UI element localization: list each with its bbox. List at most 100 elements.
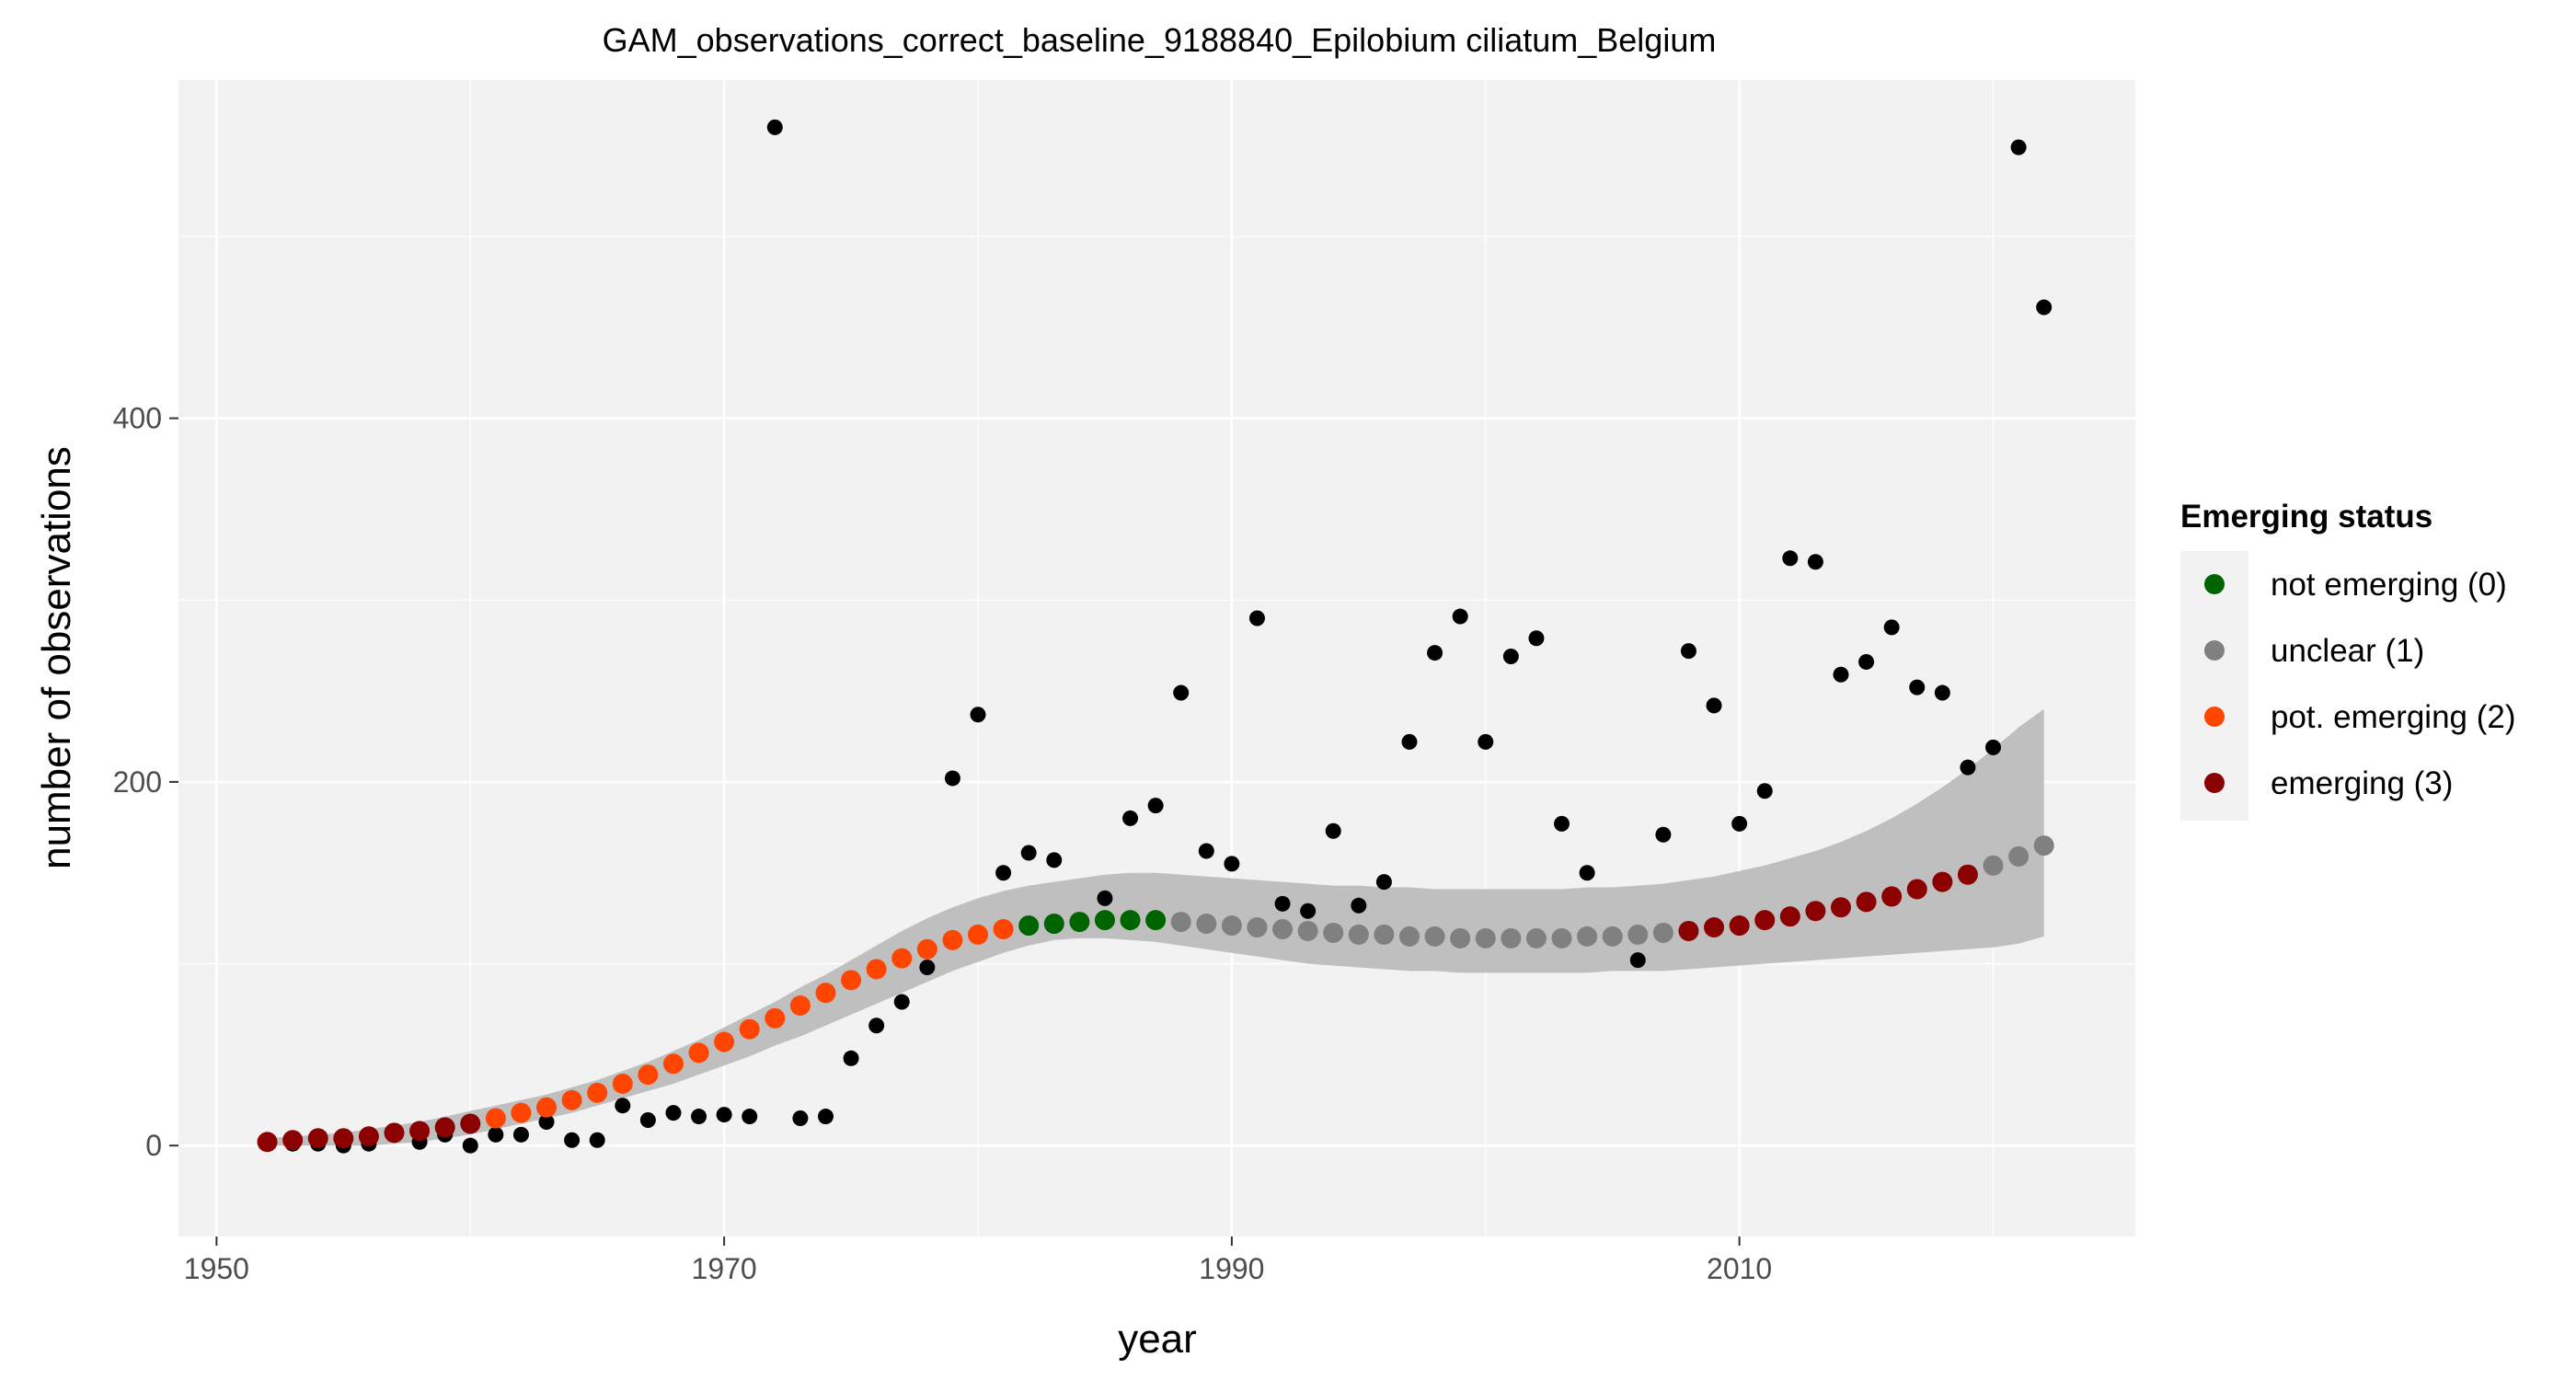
x-tick-label: 1950 — [184, 1252, 249, 1285]
observed-point — [615, 1098, 631, 1114]
fitted-point — [1856, 891, 1877, 913]
fitted-point — [1374, 924, 1395, 945]
observed-point — [1198, 843, 1214, 859]
fitted-point — [1069, 912, 1090, 933]
fitted-point — [1881, 886, 1903, 907]
fitted-point — [536, 1097, 558, 1118]
fitted-point — [1779, 906, 1800, 927]
observed-point — [1248, 610, 1265, 627]
fitted-point — [1475, 927, 1496, 949]
observed-point — [1807, 554, 1823, 570]
x-axis: 1950 1970 1990 2010 — [184, 1236, 1772, 1285]
observed-point — [1579, 865, 1595, 881]
fitted-point — [485, 1108, 506, 1129]
observed-point — [691, 1109, 707, 1125]
fitted-point — [1170, 912, 1191, 933]
fitted-point — [1424, 926, 1445, 947]
observed-point — [1122, 810, 1139, 826]
fitted-point — [841, 970, 862, 991]
observed-point — [564, 1132, 581, 1148]
fitted-point — [612, 1073, 633, 1094]
fitted-point — [688, 1042, 709, 1064]
observed-point — [843, 1050, 859, 1066]
observed-point — [1224, 856, 1240, 872]
observed-point — [1554, 815, 1570, 832]
fitted-point — [1525, 927, 1547, 949]
fitted-point — [1196, 914, 1217, 935]
observed-point — [1351, 897, 1367, 914]
fitted-point — [739, 1018, 760, 1040]
grid-major — [178, 80, 2135, 1236]
fitted-point — [1932, 871, 1953, 892]
x-tick-label: 1970 — [692, 1252, 757, 1285]
observed-point — [1883, 619, 1900, 636]
observed-point — [1147, 798, 1164, 814]
observed-point — [1960, 759, 1976, 776]
observed-point — [1909, 679, 1926, 696]
observed-point — [817, 1109, 834, 1125]
plot-panel — [178, 80, 2135, 1236]
observed-point — [1375, 874, 1392, 891]
legend-key — [2204, 574, 2225, 594]
observed-points — [259, 119, 2053, 1154]
fitted-point — [587, 1082, 608, 1103]
observed-point — [1452, 608, 1468, 625]
observed-point — [1502, 649, 1519, 665]
observed-point — [1528, 630, 1545, 647]
fitted-point — [1906, 879, 1927, 900]
observed-point — [1858, 653, 1875, 670]
fitted-point — [1627, 924, 1649, 945]
observed-point — [1097, 890, 1113, 906]
legend-key — [2204, 707, 2225, 727]
fitted-point — [333, 1128, 354, 1149]
observed-point — [868, 1018, 885, 1034]
fitted-point — [384, 1122, 405, 1144]
fitted-point — [891, 948, 913, 969]
observed-point — [1680, 643, 1696, 660]
observed-point — [1325, 822, 1341, 839]
observed-point — [1020, 845, 1037, 861]
fitted-point — [916, 938, 937, 960]
legend-title: Emerging status — [2180, 499, 2432, 535]
observed-point — [1629, 952, 1646, 969]
legend-label: emerging (3) — [2271, 765, 2453, 801]
observed-point — [742, 1109, 758, 1125]
x-tick-label: 2010 — [1707, 1252, 1772, 1285]
observed-point — [1655, 826, 1672, 843]
y-axis-title: number of observations — [34, 446, 79, 869]
fitted-point — [1297, 920, 1318, 941]
fitted-point — [993, 918, 1014, 939]
fitted-point — [942, 929, 963, 950]
fitted-point — [1018, 915, 1040, 937]
observed-point — [639, 1112, 656, 1129]
observed-point — [538, 1113, 555, 1130]
fitted-points — [257, 835, 2054, 1153]
fitted-point — [511, 1102, 532, 1123]
fitted-point — [1145, 910, 1167, 931]
fitted-point — [1577, 926, 1598, 947]
fitted-point — [1957, 864, 1978, 885]
fitted-point — [1272, 918, 1294, 939]
observed-point — [766, 119, 783, 135]
observed-point — [1782, 550, 1799, 567]
observed-point — [893, 994, 910, 1010]
fitted-point — [561, 1089, 582, 1110]
observed-point — [716, 1107, 732, 1123]
x-tick-label: 1990 — [1199, 1252, 1264, 1285]
observed-point — [1300, 903, 1317, 919]
observed-point — [1401, 733, 1418, 750]
fitted-point — [409, 1121, 431, 1142]
observed-point — [1731, 815, 1748, 832]
observed-point — [1934, 684, 1950, 701]
fitted-point — [1729, 915, 1750, 937]
fitted-point — [968, 924, 989, 945]
fitted-point — [1983, 855, 2004, 876]
observed-point — [2010, 139, 2027, 155]
fitted-point — [815, 983, 836, 1004]
fitted-point — [460, 1113, 481, 1134]
observed-point — [462, 1137, 478, 1154]
observed-point — [2036, 299, 2053, 316]
observed-point — [589, 1132, 605, 1148]
fitted-point — [1348, 924, 1369, 945]
